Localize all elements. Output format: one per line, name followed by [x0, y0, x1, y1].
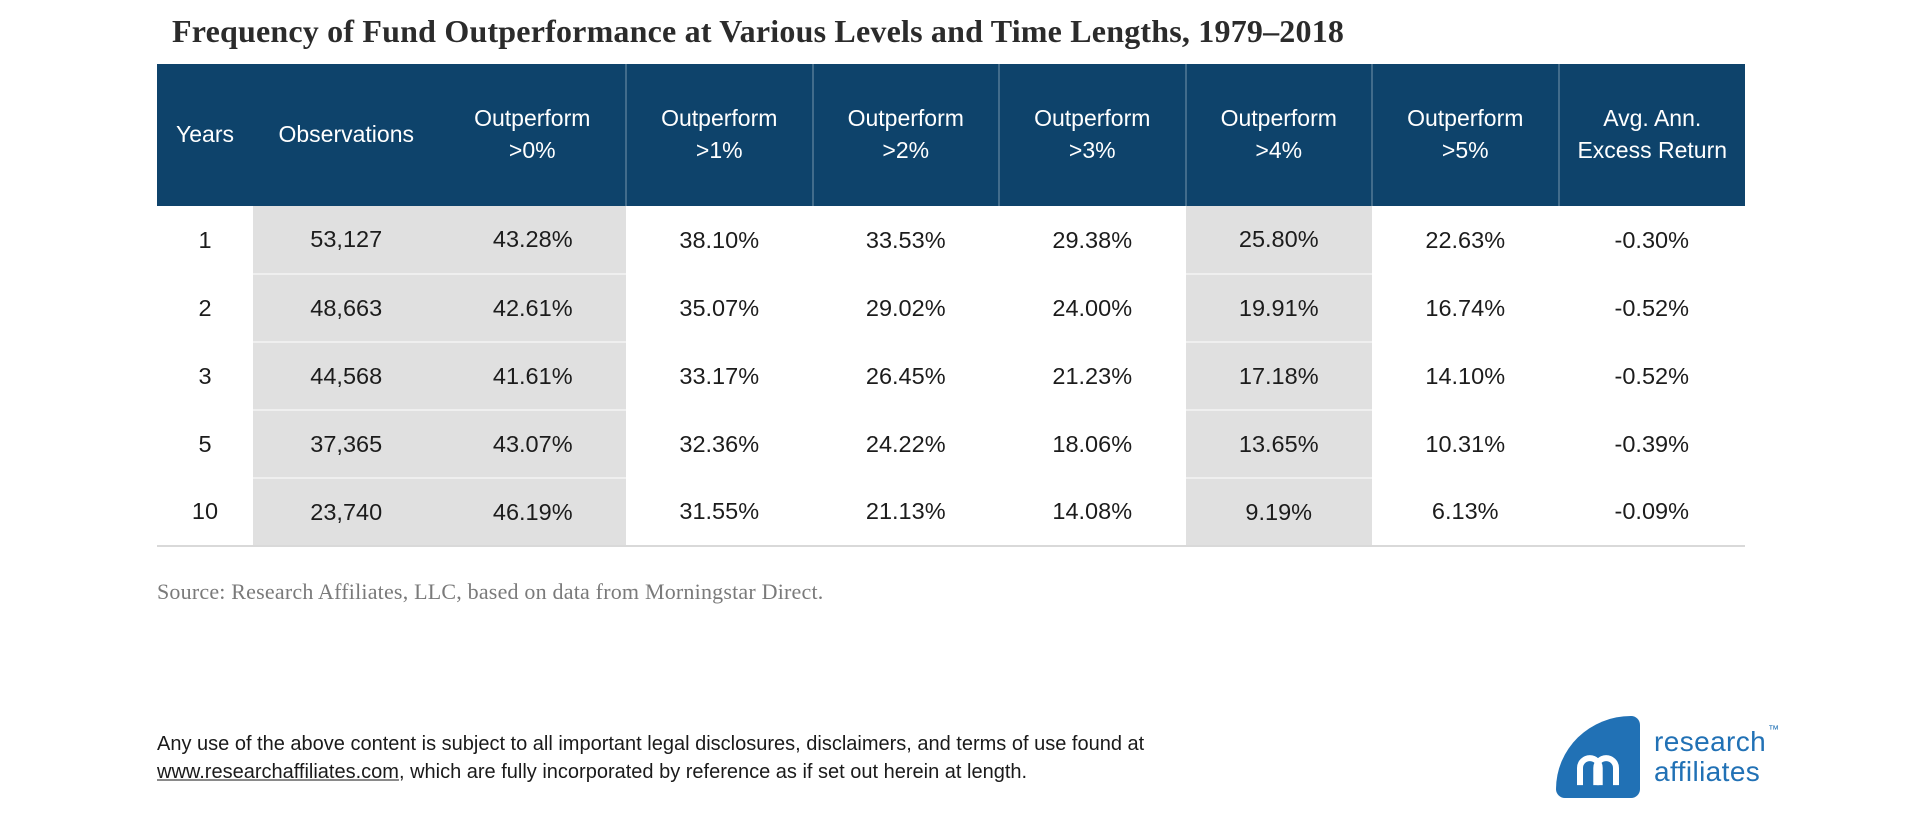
cell-outperform-3: 24.00% — [999, 274, 1186, 342]
outperformance-table: Years Observations Outperform >0% Outperf… — [157, 64, 1745, 547]
table-row: 3 44,568 41.61% 33.17% 26.45% 21.23% 17.… — [157, 341, 1745, 410]
cell-outperform-4: 13.65% — [1185, 409, 1372, 478]
trademark-symbol: ™ — [1768, 724, 1780, 737]
cell-avg-excess-return: -0.09% — [1558, 478, 1745, 547]
cell-observations: 23,740 — [253, 477, 440, 547]
researchaffiliates-link[interactable]: www.researchaffiliates.com — [157, 760, 399, 783]
cell-outperform-0: 43.28% — [439, 206, 626, 274]
cell-outperform-5: 14.10% — [1372, 342, 1559, 410]
research-affiliates-logo: research ™ affiliates — [1556, 716, 1780, 798]
cell-avg-excess-return: -0.39% — [1558, 410, 1745, 478]
cell-observations: 37,365 — [253, 409, 440, 478]
col-header-outperform-3: Outperform >3% — [998, 64, 1186, 206]
cell-outperform-5: 10.31% — [1372, 410, 1559, 478]
cell-outperform-3: 29.38% — [999, 206, 1186, 274]
cell-years: 1 — [157, 206, 253, 274]
table-row: 5 37,365 43.07% 32.36% 24.22% 18.06% 13.… — [157, 409, 1745, 478]
col-header-avg-ann-excess-return: Avg. Ann. Excess Return — [1557, 64, 1745, 206]
col-header-outperform-4: Outperform >4% — [1184, 64, 1372, 206]
cell-outperform-4: 25.80% — [1185, 206, 1372, 274]
cell-outperform-2: 26.45% — [812, 342, 999, 410]
cell-avg-excess-return: -0.52% — [1558, 274, 1745, 342]
table-row: 1 53,127 43.28% 38.10% 33.53% 29.38% 25.… — [157, 206, 1745, 274]
cell-outperform-5: 6.13% — [1372, 478, 1559, 547]
cell-outperform-0: 46.19% — [439, 477, 626, 547]
cell-outperform-3: 14.08% — [999, 478, 1186, 547]
cell-years: 2 — [157, 274, 253, 342]
cell-outperform-1: 38.10% — [626, 206, 813, 274]
cell-avg-excess-return: -0.52% — [1558, 342, 1745, 410]
cell-outperform-1: 31.55% — [626, 478, 813, 547]
cell-outperform-2: 29.02% — [812, 274, 999, 342]
col-header-outperform-2: Outperform >2% — [811, 64, 999, 206]
cell-outperform-4: 19.91% — [1185, 273, 1372, 342]
cell-outperform-3: 18.06% — [999, 410, 1186, 478]
cell-outperform-5: 22.63% — [1372, 206, 1559, 274]
disclaimer-line1: Any use of the above content is subject … — [157, 733, 1145, 755]
cell-observations: 48,663 — [253, 273, 440, 342]
cell-outperform-0: 41.61% — [439, 341, 626, 410]
cell-outperform-5: 16.74% — [1372, 274, 1559, 342]
cell-outperform-2: 33.53% — [812, 206, 999, 274]
cell-outperform-0: 42.61% — [439, 273, 626, 342]
cell-outperform-1: 33.17% — [626, 342, 813, 410]
table-header-row: Years Observations Outperform >0% Outperf… — [157, 64, 1745, 206]
logo-wordmark: research ™ affiliates — [1654, 724, 1780, 787]
page-title: Frequency of Fund Outperformance at Vari… — [172, 13, 1345, 49]
legal-disclaimer: Any use of the above content is subject … — [157, 731, 1144, 786]
cell-outperform-0: 43.07% — [439, 409, 626, 478]
cell-outperform-2: 24.22% — [812, 410, 999, 478]
cell-years: 5 — [157, 410, 253, 478]
col-header-outperform-0: Outperform >0% — [439, 64, 626, 206]
table-row: 10 23,740 46.19% 31.55% 21.13% 14.08% 9.… — [157, 477, 1745, 547]
col-header-outperform-5: Outperform >5% — [1371, 64, 1559, 206]
cell-outperform-1: 32.36% — [626, 410, 813, 478]
ra-monogram-icon — [1556, 716, 1640, 798]
cell-observations: 44,568 — [253, 341, 440, 410]
logo-word1: research — [1654, 726, 1767, 758]
source-note: Source: Research Affiliates, LLC, based … — [157, 579, 824, 604]
cell-outperform-4: 17.18% — [1185, 341, 1372, 410]
table-row: 2 48,663 42.61% 35.07% 29.02% 24.00% 19.… — [157, 273, 1745, 342]
cell-years: 10 — [157, 478, 253, 547]
col-header-years: Years — [157, 64, 253, 206]
cell-observations: 53,127 — [253, 206, 440, 274]
col-header-outperform-1: Outperform >1% — [625, 64, 813, 206]
cell-avg-excess-return: -0.30% — [1558, 206, 1745, 274]
col-header-observations: Observations — [253, 64, 440, 206]
cell-years: 3 — [157, 342, 253, 410]
cell-outperform-2: 21.13% — [812, 478, 999, 547]
cell-outperform-1: 35.07% — [626, 274, 813, 342]
cell-outperform-4: 9.19% — [1185, 477, 1372, 547]
disclaimer-line2: , which are fully incorporated by refere… — [398, 760, 1028, 783]
logo-word2: affiliates — [1654, 756, 1761, 787]
cell-outperform-3: 21.23% — [999, 342, 1186, 410]
